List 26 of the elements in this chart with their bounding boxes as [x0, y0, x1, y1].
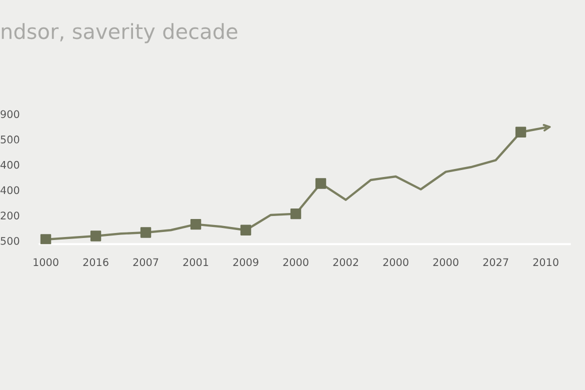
x-tick-label: 2001 — [183, 258, 208, 266]
chart-title: ndsor, saverity decade — [2, 23, 238, 44]
text: 500 — [0, 136, 20, 144]
x-tick-label: 2002 — [333, 258, 358, 266]
x-tick-label: 2009 — [233, 258, 258, 266]
x-tick-label: 2016 — [83, 258, 108, 266]
text: 500 — [0, 236, 20, 245]
point — [90, 230, 102, 242]
x-tick-label: 2000 — [383, 258, 408, 266]
point — [40, 234, 52, 244]
point — [190, 218, 202, 230]
point — [290, 208, 302, 220]
x-tick-label: 2007 — [133, 258, 158, 266]
text: 400 — [0, 160, 20, 169]
text: 400 — [0, 186, 20, 194]
x-tick-label: 1000 — [34, 258, 58, 266]
x-tick-label: 2027 — [483, 258, 508, 266]
x-tick-label: 2010 — [533, 258, 558, 266]
text: 200 — [0, 212, 20, 220]
point — [240, 224, 252, 236]
text: 900 — [0, 110, 20, 118]
point — [140, 227, 152, 238]
point — [515, 126, 526, 138]
x-tick-label: 2000 — [283, 258, 308, 266]
point — [315, 178, 326, 189]
x-tick-label: 2000 — [433, 258, 458, 266]
